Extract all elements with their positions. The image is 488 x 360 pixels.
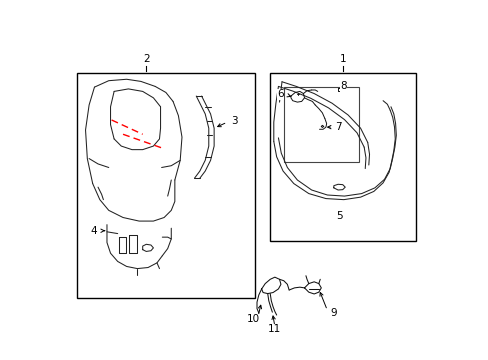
Text: 11: 11 (268, 324, 281, 334)
Text: 9: 9 (329, 308, 336, 318)
Text: 1: 1 (339, 54, 346, 64)
Bar (283, 87, 358, 162)
Text: 8: 8 (340, 81, 346, 91)
Bar (269, 73, 415, 241)
Text: 4: 4 (90, 226, 97, 236)
Text: 7: 7 (335, 122, 342, 132)
Text: 5: 5 (336, 211, 343, 221)
Text: 3: 3 (230, 116, 237, 126)
Text: 6: 6 (277, 89, 283, 99)
Text: 2: 2 (142, 54, 149, 64)
Bar (77, 73, 255, 298)
Text: 10: 10 (246, 314, 260, 324)
